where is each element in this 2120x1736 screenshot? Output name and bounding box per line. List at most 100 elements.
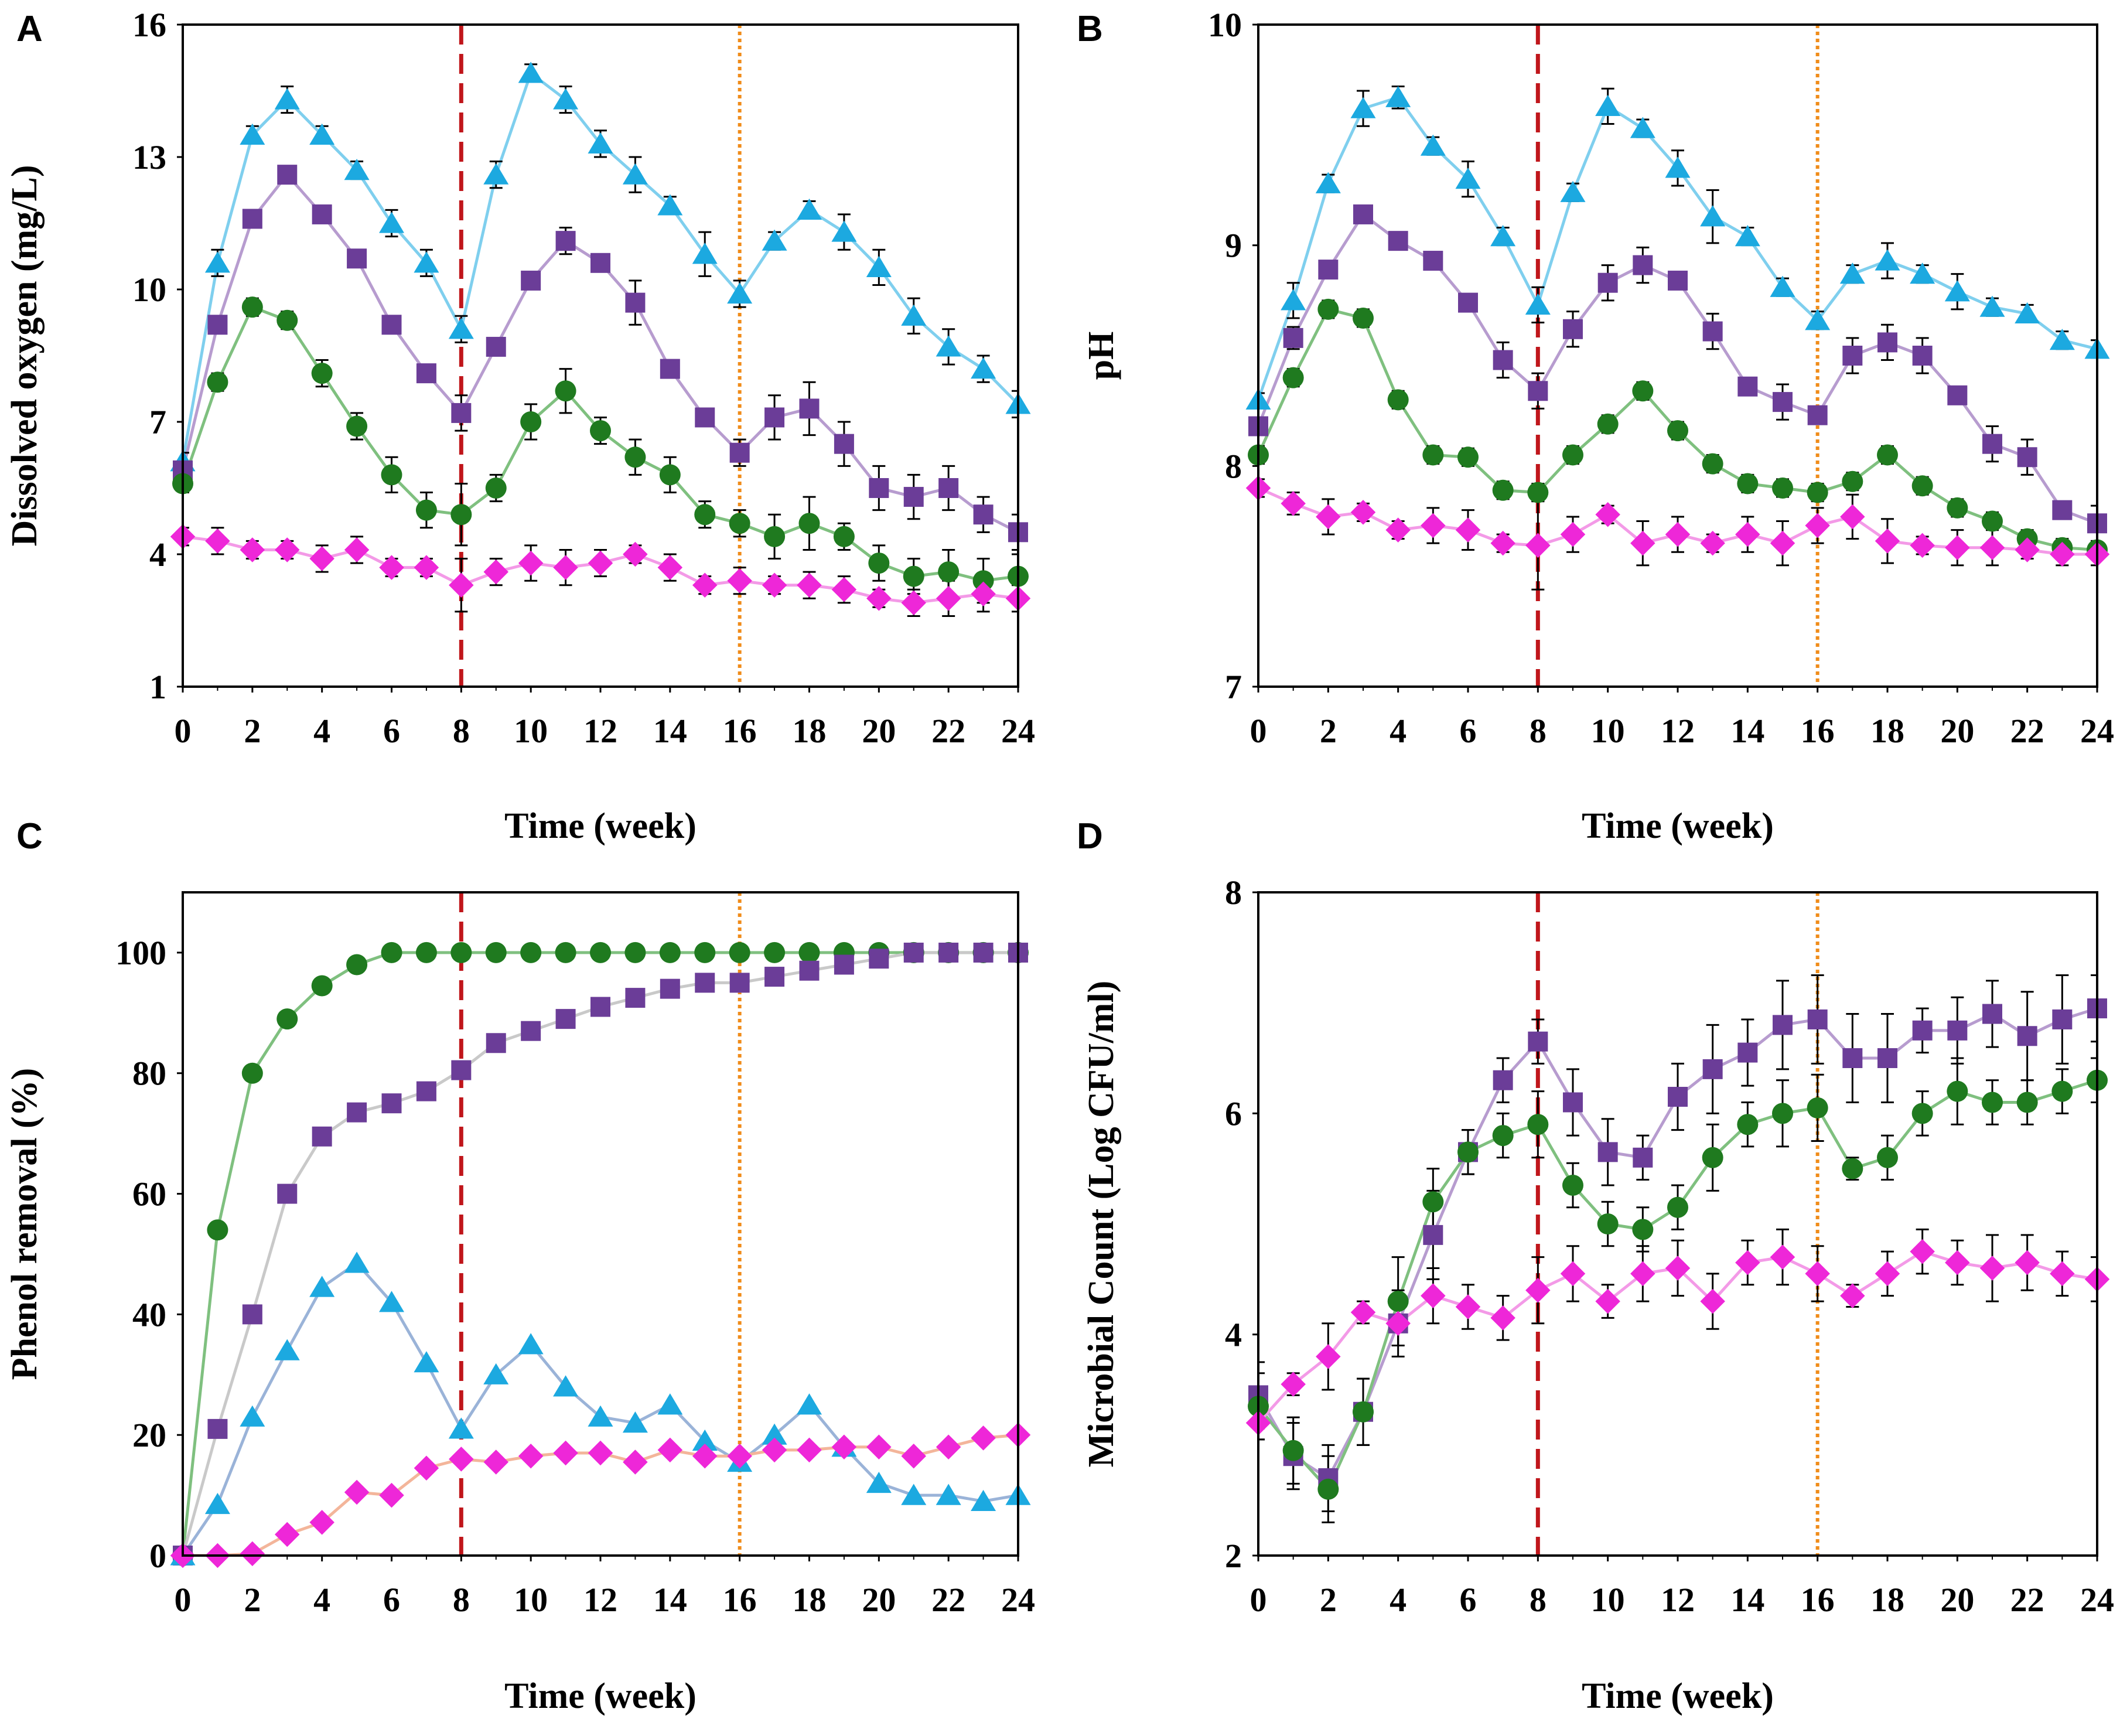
data-point-d-circle-2 bbox=[1317, 1478, 1339, 1500]
data-point-b-circle-2 bbox=[1317, 298, 1339, 320]
data-point-c-square-4 bbox=[312, 1126, 332, 1147]
data-point-b-square-14 bbox=[1737, 376, 1758, 397]
data-point-d-diamond-14 bbox=[1735, 1250, 1760, 1275]
data-point-b-triangle-8 bbox=[1525, 293, 1551, 315]
data-point-d-circle-5 bbox=[1422, 1191, 1444, 1213]
data-point-a-triangle-8 bbox=[448, 318, 474, 339]
data-point-c-triangle-15 bbox=[692, 1429, 718, 1451]
data-point-c-circle-4 bbox=[311, 975, 333, 997]
data-point-c-square-15 bbox=[695, 973, 715, 993]
x-tick-label-b-2: 2 bbox=[1320, 712, 1337, 750]
data-point-b-circle-4 bbox=[1387, 389, 1409, 411]
data-point-c-diamond-14 bbox=[657, 1437, 683, 1463]
data-point-d-diamond-11 bbox=[1630, 1261, 1655, 1287]
data-point-a-square-1 bbox=[207, 315, 228, 335]
data-point-c-triangle-20 bbox=[866, 1471, 892, 1493]
data-point-a-circle-11 bbox=[555, 380, 576, 402]
x-tick-label-b-12: 12 bbox=[1661, 712, 1695, 750]
y-tick-label-c-100: 100 bbox=[115, 934, 166, 972]
data-point-a-square-11 bbox=[555, 231, 576, 251]
data-point-c-triangle-22 bbox=[936, 1483, 961, 1505]
y-tick-label-d-2: 2 bbox=[1225, 1537, 1242, 1575]
data-point-b-square-13 bbox=[1702, 321, 1723, 342]
data-point-a-diamond-10 bbox=[518, 550, 544, 576]
data-point-c-circle-10 bbox=[520, 942, 542, 963]
data-point-c-circle-9 bbox=[485, 942, 507, 963]
data-point-c-triangle-21 bbox=[901, 1483, 927, 1505]
data-point-c-square-18 bbox=[799, 960, 820, 981]
data-point-b-square-19 bbox=[1912, 346, 1933, 366]
data-point-a-diamond-21 bbox=[901, 590, 926, 616]
data-point-b-circle-8 bbox=[1527, 482, 1549, 503]
data-point-d-square-21 bbox=[1982, 1004, 2002, 1024]
data-point-b-diamond-3 bbox=[1350, 500, 1376, 525]
data-point-a-triangle-14 bbox=[657, 194, 683, 216]
data-point-b-triangle-4 bbox=[1385, 86, 1411, 107]
x-tick-label-b-8: 8 bbox=[1530, 712, 1547, 750]
y-axis-title-d: Microbial Count (Log CFU/ml) bbox=[1081, 981, 1121, 1468]
data-point-a-square-21 bbox=[903, 487, 924, 507]
data-point-a-square-6 bbox=[381, 315, 402, 335]
x-tick-label-d-16: 16 bbox=[1801, 1581, 1835, 1619]
x-tick-label-b-14: 14 bbox=[1730, 712, 1764, 750]
data-point-c-diamond-15 bbox=[692, 1443, 718, 1469]
data-point-a-circle-21 bbox=[903, 565, 924, 587]
data-point-c-square-21 bbox=[903, 942, 924, 963]
data-point-c-square-5 bbox=[347, 1102, 367, 1123]
data-point-c-triangle-7 bbox=[414, 1351, 439, 1373]
x-tick-label-a-12: 12 bbox=[583, 712, 617, 750]
data-point-b-square-3 bbox=[1353, 204, 1373, 224]
data-point-d-square-19 bbox=[1912, 1020, 1933, 1041]
error-bar-a-square-24 bbox=[1012, 513, 1018, 551]
data-point-d-square-14 bbox=[1737, 1042, 1758, 1063]
y-tick-label-a-7: 7 bbox=[149, 403, 166, 441]
data-point-d-diamond-6 bbox=[1455, 1294, 1481, 1319]
data-point-d-square-18 bbox=[1877, 1048, 1897, 1068]
data-point-a-square-23 bbox=[973, 504, 994, 525]
data-point-b-square-12 bbox=[1668, 270, 1688, 291]
data-point-c-diamond-8 bbox=[449, 1447, 474, 1472]
data-point-a-diamond-18 bbox=[797, 572, 822, 598]
x-tick-label-a-14: 14 bbox=[653, 712, 687, 750]
x-axis-title-a: Time (week) bbox=[504, 806, 697, 846]
x-tick-label-a-6: 6 bbox=[383, 712, 400, 750]
x-tick-label-a-24: 24 bbox=[1001, 712, 1035, 750]
x-tick-label-d-6: 6 bbox=[1460, 1581, 1477, 1619]
data-point-d-circle-18 bbox=[1877, 1147, 1898, 1168]
data-point-c-circle-7 bbox=[415, 942, 437, 963]
data-point-d-square-12 bbox=[1668, 1087, 1688, 1107]
data-point-c-circle-8 bbox=[450, 942, 472, 963]
data-point-c-square-19 bbox=[834, 954, 854, 975]
data-point-d-diamond-7 bbox=[1490, 1305, 1515, 1331]
data-point-b-circle-10 bbox=[1597, 413, 1619, 435]
data-point-b-diamond-16 bbox=[1805, 513, 1830, 538]
x-tick-label-c-18: 18 bbox=[793, 1581, 827, 1619]
data-point-d-square-9 bbox=[1563, 1092, 1583, 1113]
x-tick-label-d-24: 24 bbox=[2080, 1581, 2114, 1619]
data-point-b-triangle-7 bbox=[1490, 225, 1516, 247]
x-tick-label-a-16: 16 bbox=[723, 712, 757, 750]
data-point-c-triangle-17 bbox=[762, 1423, 787, 1445]
data-point-a-triangle-2 bbox=[240, 123, 265, 145]
error-bar-d-circle-24 bbox=[2091, 1057, 2097, 1103]
x-tick-label-c-4: 4 bbox=[313, 1581, 330, 1619]
data-point-a-diamond-20 bbox=[866, 586, 892, 611]
data-point-b-triangle-3 bbox=[1350, 97, 1376, 118]
data-point-d-diamond-18 bbox=[1875, 1261, 1900, 1287]
data-point-a-circle-13 bbox=[624, 446, 646, 468]
data-point-c-triangle-10 bbox=[518, 1333, 544, 1355]
data-point-b-triangle-1 bbox=[1281, 289, 1306, 311]
data-point-a-triangle-10 bbox=[518, 62, 544, 83]
data-point-a-diamond-14 bbox=[657, 555, 683, 580]
y-tick-label-c-20: 20 bbox=[132, 1416, 166, 1454]
data-point-c-diamond-7 bbox=[414, 1455, 439, 1481]
x-tick-label-a-0: 0 bbox=[175, 712, 192, 750]
data-point-a-diamond-17 bbox=[762, 572, 787, 598]
data-point-a-diamond-11 bbox=[553, 555, 578, 580]
data-point-b-triangle-2 bbox=[1315, 172, 1341, 193]
data-point-b-diamond-10 bbox=[1595, 502, 1620, 527]
data-point-b-diamond-19 bbox=[1910, 533, 1935, 558]
